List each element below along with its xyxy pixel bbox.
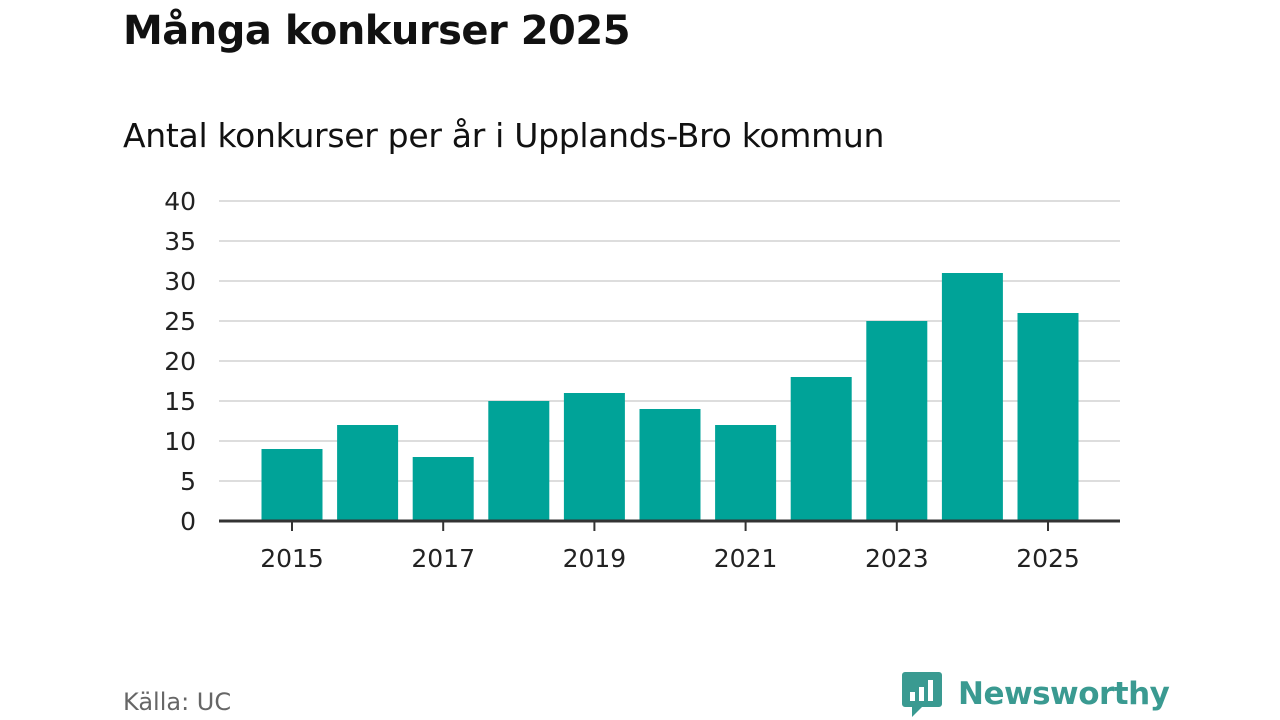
x-tick-labels: 2015 2017 2019 2021 2023 2025 xyxy=(260,544,1080,573)
bar-2018 xyxy=(488,401,550,521)
bar-2023 xyxy=(866,321,928,521)
y-tick-label-0: 0 xyxy=(180,507,196,536)
y-tick-label-20: 20 xyxy=(164,347,196,376)
chart-title: Många konkurser 2025 xyxy=(123,8,631,54)
bar-2017 xyxy=(412,457,474,521)
x-axis xyxy=(219,519,1120,531)
y-tick-labels: 0 5 10 15 20 25 30 35 40 xyxy=(164,187,196,536)
brand-logo: Newsworthy xyxy=(902,670,1170,718)
x-tick-label-2019: 2019 xyxy=(563,544,627,573)
x-tick-label-2015: 2015 xyxy=(260,544,324,573)
x-tick-label-2017: 2017 xyxy=(411,544,475,573)
y-tick-label-40: 40 xyxy=(164,187,196,216)
x-tick-label-2023: 2023 xyxy=(865,544,929,573)
bar-2020 xyxy=(639,409,701,521)
y-tick-label-15: 15 xyxy=(164,387,196,416)
bars xyxy=(261,273,1079,521)
y-tick-label-30: 30 xyxy=(164,267,196,296)
bar-2016 xyxy=(337,425,399,521)
bar-2015 xyxy=(261,449,323,521)
y-tick-label-5: 5 xyxy=(180,467,196,496)
bar-2019 xyxy=(563,393,625,521)
y-tick-label-25: 25 xyxy=(164,307,196,336)
newsworthy-logo-icon xyxy=(902,672,942,717)
chart-subtitle: Antal konkurser per år i Upplands-Bro ko… xyxy=(123,116,885,155)
bar-2021 xyxy=(715,425,777,521)
y-tick-label-10: 10 xyxy=(164,427,196,456)
x-tick-label-2021: 2021 xyxy=(714,544,778,573)
y-tick-label-35: 35 xyxy=(164,227,196,256)
source-note: Källa: UC xyxy=(123,688,232,716)
brand-name: Newsworthy xyxy=(958,676,1170,712)
x-tick-label-2025: 2025 xyxy=(1016,544,1080,573)
bar-2022 xyxy=(790,377,852,521)
bar-2025 xyxy=(1017,313,1079,521)
bar-2024 xyxy=(941,273,1003,521)
